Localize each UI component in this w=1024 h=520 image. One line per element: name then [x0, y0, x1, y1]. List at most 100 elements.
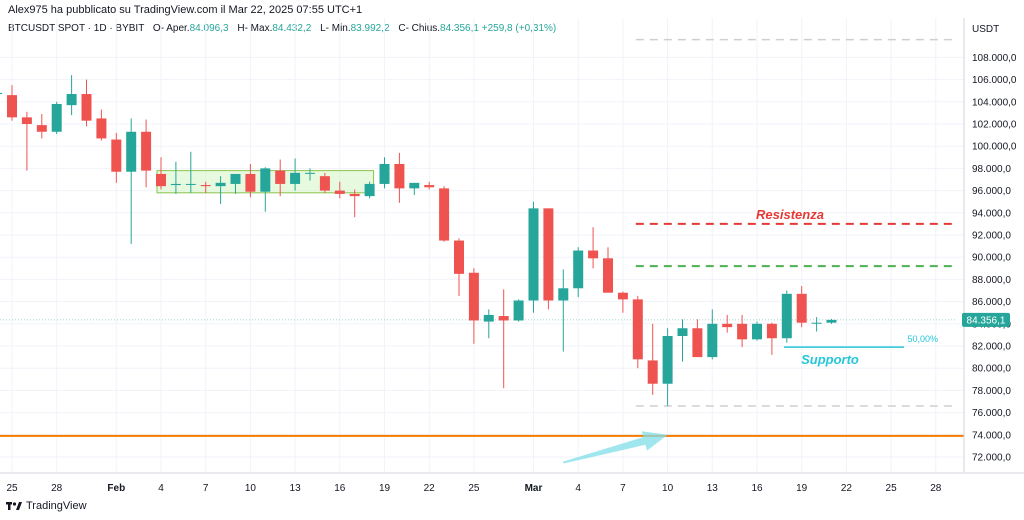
price-tick-label: 86.000,0 — [972, 297, 1011, 308]
price-tick-label: 90.000,0 — [972, 253, 1011, 264]
candle-body — [96, 118, 107, 139]
time-tick-label: 25 — [886, 483, 898, 494]
candle-body — [528, 208, 539, 301]
current-price-label: 84.356,1 — [967, 315, 1006, 326]
price-tick-label: 108.000,0 — [972, 53, 1017, 64]
time-axis[interactable]: 25 28 Feb 4 7 10 13 16 19 22 25 Mar 4 7 10 13 16 19 22 25 28 — [6, 483, 941, 494]
price-tick-label: 96.000,0 — [972, 186, 1011, 197]
candle-body — [722, 323, 733, 328]
high-key: - Max. — [244, 23, 273, 34]
candle-body — [632, 299, 643, 360]
candle-body — [21, 117, 32, 124]
grid — [0, 18, 964, 472]
fib-label: 50,00% — [907, 334, 938, 344]
time-tick-label: 19 — [379, 483, 391, 494]
time-tick-label: 19 — [796, 483, 808, 494]
candle-body — [215, 182, 226, 187]
candle-body — [141, 131, 152, 171]
change-value: +259,8 (+0,31%) — [481, 23, 557, 34]
time-tick-label: 16 — [334, 483, 346, 494]
resistance-label: Resistenza — [756, 207, 824, 222]
price-tick-label: 98.000,0 — [972, 164, 1011, 175]
candle-body — [662, 336, 673, 384]
price-tick-label: 78.000,0 — [972, 386, 1011, 397]
price-tick-label: 74.000,0 — [972, 430, 1011, 441]
candle-body — [7, 95, 17, 118]
candle-body — [0, 92, 3, 95]
price-tick-label: 88.000,0 — [972, 275, 1011, 286]
candle-body — [692, 328, 703, 358]
candle-body — [319, 176, 330, 191]
candle-body — [796, 293, 807, 323]
candle-body — [588, 250, 599, 259]
candle-body — [603, 258, 613, 293]
candle-body — [81, 94, 92, 121]
time-tick-label: 25 — [468, 483, 480, 494]
high-label: H — [237, 23, 245, 34]
support-label: Supporto — [801, 352, 859, 367]
price-tick-label: 92.000,0 — [972, 231, 1011, 242]
brand-name: TradingView — [26, 500, 87, 512]
price-tick-label: 76.000,0 — [972, 408, 1011, 419]
open-value: 84.096,3 — [189, 23, 229, 34]
open-key: - Aper. — [160, 23, 190, 34]
annotations-layer: Resistenza 50,00% Supporto — [563, 207, 938, 464]
candle-body — [707, 323, 718, 358]
candle-body — [51, 104, 62, 132]
candle-body — [245, 173, 256, 192]
price-tick-label: 82.000,0 — [972, 342, 1011, 353]
candle-body — [394, 163, 405, 189]
time-tick-label: 28 — [930, 483, 942, 494]
candle-body — [424, 185, 435, 188]
time-tick-label: 10 — [662, 483, 674, 494]
tradingview-footer[interactable]: TradingView — [6, 500, 87, 512]
price-tick-label: 72.000,0 — [972, 453, 1011, 464]
current-price-tag-layer: 84.356,1 — [962, 312, 1010, 327]
candles-layer — [0, 75, 837, 406]
candle-body — [752, 323, 762, 340]
candle-body — [290, 172, 301, 184]
low-key: - Min. — [325, 23, 351, 34]
current-price-tag — [962, 312, 1010, 327]
price-tick-label: 102.000,0 — [972, 120, 1017, 131]
time-tick-label: Feb — [107, 483, 125, 494]
candle-body — [305, 172, 315, 174]
candle-body — [737, 323, 748, 340]
trend-arrow — [563, 431, 668, 464]
candle-body — [364, 183, 375, 197]
time-tick-label: 13 — [707, 483, 719, 494]
price-axis[interactable]: 72.000,0 74.000,0 76.000,0 78.000,0 80.000,0… — [972, 53, 1017, 464]
candle-body — [677, 328, 688, 337]
candle-body — [811, 322, 822, 324]
levels-layer — [0, 38, 964, 437]
time-tick-label: 10 — [245, 483, 257, 494]
open-label: O — [152, 23, 161, 34]
time-tick-label: 4 — [575, 483, 581, 494]
candle-body — [498, 316, 509, 321]
time-tick-label: 4 — [158, 483, 164, 494]
time-tick-label: 16 — [751, 483, 763, 494]
candle-body — [513, 300, 524, 321]
candle-body — [483, 314, 494, 322]
high-value: 84.432,2 — [272, 23, 312, 34]
published-info: Alex975 ha pubblicato su TradingView.com… — [8, 4, 363, 16]
candle-body — [766, 323, 777, 339]
price-tick-label: 100.000,0 — [972, 142, 1017, 153]
candle-body — [349, 193, 360, 197]
candle-body — [126, 131, 137, 172]
candle-body — [334, 190, 345, 194]
tradingview-logo-icon — [6, 502, 22, 510]
low-label: L — [320, 23, 326, 34]
symbol-legend: BTCUSDT SPOT · 1D · BYBIT O- Aper.84.096… — [8, 23, 556, 34]
candle-body — [826, 319, 837, 323]
candle-body — [156, 173, 166, 187]
candle-body — [66, 94, 77, 106]
candle-body — [617, 292, 628, 300]
candle-body — [275, 170, 286, 184]
time-tick-label: Mar — [525, 483, 543, 494]
close-key: - Chius. — [405, 23, 441, 34]
candle-body — [543, 208, 554, 301]
time-tick-label: 28 — [51, 483, 63, 494]
time-tick-label: 22 — [841, 483, 853, 494]
